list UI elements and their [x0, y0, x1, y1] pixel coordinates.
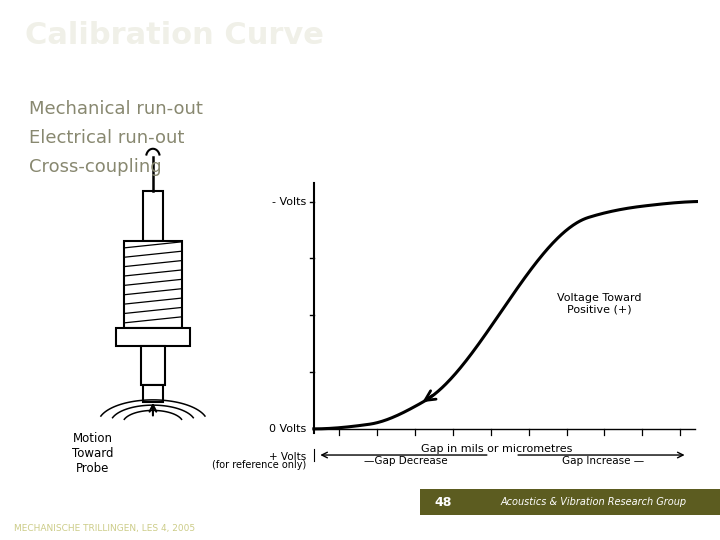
Text: 0 Volts: 0 Volts: [269, 424, 307, 434]
Bar: [143, 191, 163, 241]
Text: —Gap Decrease: —Gap Decrease: [364, 456, 447, 465]
Text: Motion
Toward
Probe: Motion Toward Probe: [72, 431, 114, 475]
Bar: [116, 328, 190, 346]
Text: Acoustics & Vibration Research Group: Acoustics & Vibration Research Group: [500, 497, 686, 507]
Text: Gap Increase —: Gap Increase —: [562, 456, 644, 465]
Text: Cross-coupling: Cross-coupling: [29, 158, 161, 176]
Text: + Volts: + Volts: [269, 451, 307, 462]
Text: - Volts: - Volts: [272, 197, 307, 206]
Text: Electrical run-out: Electrical run-out: [29, 129, 184, 146]
Text: Mechanical run-out: Mechanical run-out: [29, 100, 202, 118]
Text: MECHANISCHE TRILLINGEN, LES 4, 2005: MECHANISCHE TRILLINGEN, LES 4, 2005: [14, 524, 196, 533]
Text: (for reference only): (for reference only): [212, 460, 307, 470]
Bar: [143, 385, 163, 402]
Bar: [420, 489, 467, 515]
Text: Calibration Curve: Calibration Curve: [25, 21, 324, 50]
Text: Voltage Toward
Positive (+): Voltage Toward Positive (+): [557, 293, 642, 315]
Text: 48: 48: [435, 496, 452, 509]
Bar: [125, 241, 181, 328]
Bar: [140, 346, 166, 385]
Bar: [467, 489, 720, 515]
Text: Vrije Universiteit Brussel: Vrije Universiteit Brussel: [497, 521, 684, 536]
Text: Gap in mils or micrometres: Gap in mils or micrometres: [421, 444, 572, 454]
